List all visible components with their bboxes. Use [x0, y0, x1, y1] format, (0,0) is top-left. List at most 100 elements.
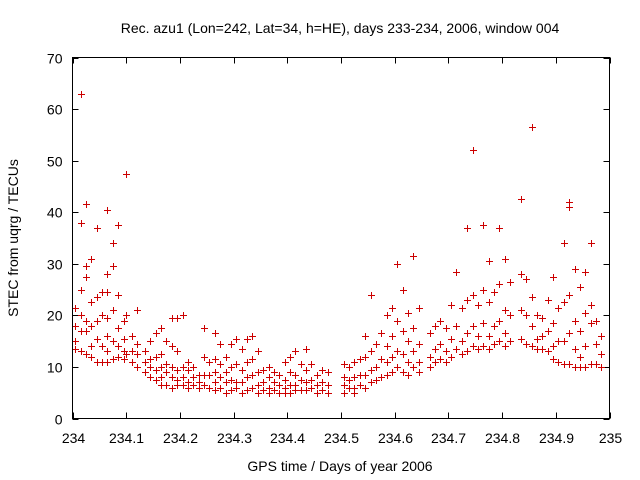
data-point — [115, 292, 122, 299]
x-tick-label: 235 — [599, 430, 623, 446]
data-point — [427, 364, 434, 371]
data-point — [373, 341, 380, 348]
data-point — [158, 364, 165, 371]
data-point — [104, 348, 111, 355]
data-point — [427, 354, 434, 361]
data-point — [555, 338, 562, 345]
data-point — [115, 325, 122, 332]
data-point — [239, 346, 246, 353]
data-point — [566, 204, 573, 211]
data-point — [249, 356, 256, 363]
data-point — [572, 266, 579, 273]
data-point — [121, 336, 128, 343]
data-point — [169, 364, 176, 371]
data-point — [249, 385, 256, 392]
data-point — [115, 222, 122, 229]
data-point — [480, 343, 487, 350]
data-point — [346, 377, 353, 384]
data-point — [134, 351, 141, 358]
data-point — [217, 341, 224, 348]
data-point — [244, 336, 251, 343]
data-point — [78, 220, 85, 227]
data-point — [78, 348, 85, 355]
data-point — [223, 379, 230, 386]
data-point — [239, 379, 246, 386]
data-point — [266, 374, 273, 381]
data-point — [378, 374, 385, 381]
data-point — [190, 374, 197, 381]
data-point — [255, 369, 262, 376]
data-point — [287, 390, 294, 397]
data-point — [185, 385, 192, 392]
data-point — [470, 292, 477, 299]
data-point — [78, 312, 85, 319]
data-point — [384, 312, 391, 319]
data-point — [276, 382, 283, 389]
data-point — [201, 354, 208, 361]
data-point — [147, 338, 154, 345]
data-point — [110, 240, 117, 247]
y-tick-labels: 0 10 20 30 40 50 60 70 — [47, 51, 63, 428]
y-tick-label: 70 — [47, 51, 63, 67]
data-point — [303, 346, 310, 353]
data-point — [94, 294, 101, 301]
data-point — [400, 351, 407, 358]
data-point — [566, 330, 573, 337]
data-point — [104, 207, 111, 214]
data-point — [287, 354, 294, 361]
data-point — [260, 387, 267, 394]
data-point — [319, 387, 326, 394]
data-point — [83, 274, 90, 281]
data-point — [223, 369, 230, 376]
y-tick-label: 20 — [47, 308, 63, 324]
data-point — [201, 325, 208, 332]
data-point — [271, 387, 278, 394]
data-point — [368, 292, 375, 299]
data-point — [134, 307, 141, 314]
data-point — [448, 302, 455, 309]
data-point — [582, 269, 589, 276]
data-point — [518, 307, 525, 314]
data-point — [486, 346, 493, 353]
y-tick-label: 30 — [47, 257, 63, 273]
data-point — [577, 284, 584, 291]
data-point — [588, 302, 595, 309]
data-point — [405, 372, 412, 379]
data-point — [115, 354, 122, 361]
data-point — [566, 361, 573, 368]
data-point — [394, 348, 401, 355]
x-tick-label: 234.1 — [109, 430, 144, 446]
data-point — [448, 354, 455, 361]
data-point — [496, 318, 503, 325]
data-point — [271, 379, 278, 386]
data-point — [394, 261, 401, 268]
data-point — [72, 323, 79, 330]
data-point — [115, 343, 122, 350]
data-point — [83, 201, 90, 208]
data-point — [212, 379, 219, 386]
data-point — [427, 330, 434, 337]
data-point — [491, 323, 498, 330]
data-point — [158, 351, 165, 358]
data-point — [480, 320, 487, 327]
data-point — [83, 351, 90, 358]
data-point — [502, 256, 509, 263]
data-point — [325, 390, 332, 397]
data-point — [185, 359, 192, 366]
data-point — [351, 359, 358, 366]
data-point — [416, 369, 423, 376]
data-point — [539, 333, 546, 340]
data-point — [362, 385, 369, 392]
data-point — [523, 276, 530, 283]
data-point — [550, 356, 557, 363]
data-point — [539, 315, 546, 322]
data-point — [400, 328, 407, 335]
data-point — [384, 372, 391, 379]
data-point — [147, 356, 154, 363]
data-point — [341, 374, 348, 381]
data-point — [163, 361, 170, 368]
data-point — [502, 330, 509, 337]
data-point — [212, 356, 219, 363]
data-point — [129, 348, 136, 355]
x-tick-label: 234.2 — [163, 430, 198, 446]
